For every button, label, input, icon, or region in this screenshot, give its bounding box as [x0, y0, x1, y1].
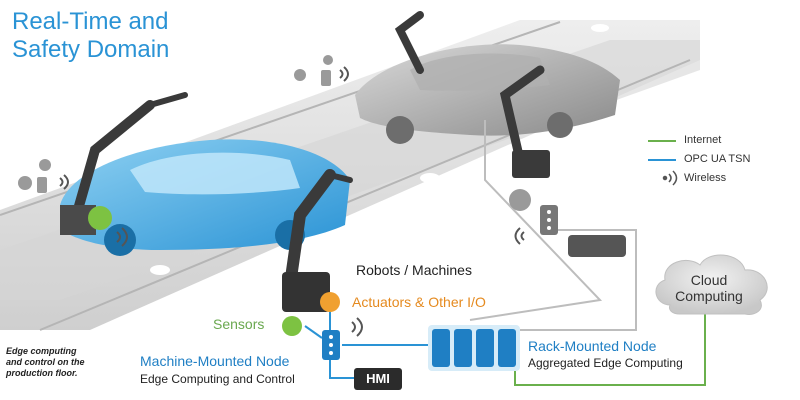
grey-car [355, 44, 620, 144]
legend-opc-label: OPC UA TSN [684, 153, 751, 165]
robots-label: Robots / Machines [356, 262, 472, 278]
caption-line-1: Edge computing [6, 346, 77, 356]
wireless-signals [59, 66, 525, 337]
actuators-label: Actuators & Other I/O [352, 294, 486, 310]
caption-line-3: production floor. [6, 368, 78, 378]
robot-arms [60, 11, 545, 291]
robot-bases [282, 150, 626, 312]
legend-wireless-label: Wireless [684, 172, 727, 184]
blue-car [60, 139, 350, 256]
actuator-dot [320, 292, 340, 312]
hmi-label: HMI [366, 371, 390, 386]
internet-links [514, 305, 706, 386]
legend-internet-label: Internet [684, 134, 722, 146]
diagram-title: Real-Time and Safety Domain [12, 8, 169, 64]
cloud-label: Cloud Computing [664, 272, 754, 304]
title-line-1: Real-Time and [12, 8, 169, 35]
machine-node-label: Machine-Mounted Node [140, 353, 290, 369]
sensors-label: Sensors [213, 316, 265, 332]
rack-mounted-node [428, 325, 520, 371]
remote-edge-node [509, 189, 558, 235]
legend-wireless-icon [662, 170, 678, 186]
rack-node-sub: Aggregated Edge Computing [528, 356, 683, 370]
machine-mounted-node [322, 330, 340, 360]
cloud-icon [655, 254, 768, 315]
title-line-2: Safety Domain [12, 36, 170, 63]
opc-ua-tsn-links [304, 310, 428, 379]
hmi-box [354, 368, 402, 390]
cloud-label-line-2: Computing [675, 288, 743, 304]
rack-node-label: Rack-Mounted Node [528, 338, 657, 354]
legend-swatches [648, 140, 678, 186]
caption-line-2: and control on the [6, 357, 85, 367]
device-badges [18, 55, 333, 230]
cloud-label-line-1: Cloud [690, 272, 728, 288]
machine-node-sub: Edge Computing and Control [140, 372, 295, 386]
caption: Edge computing and control on the produc… [6, 346, 96, 379]
sensor-dot [282, 316, 302, 336]
